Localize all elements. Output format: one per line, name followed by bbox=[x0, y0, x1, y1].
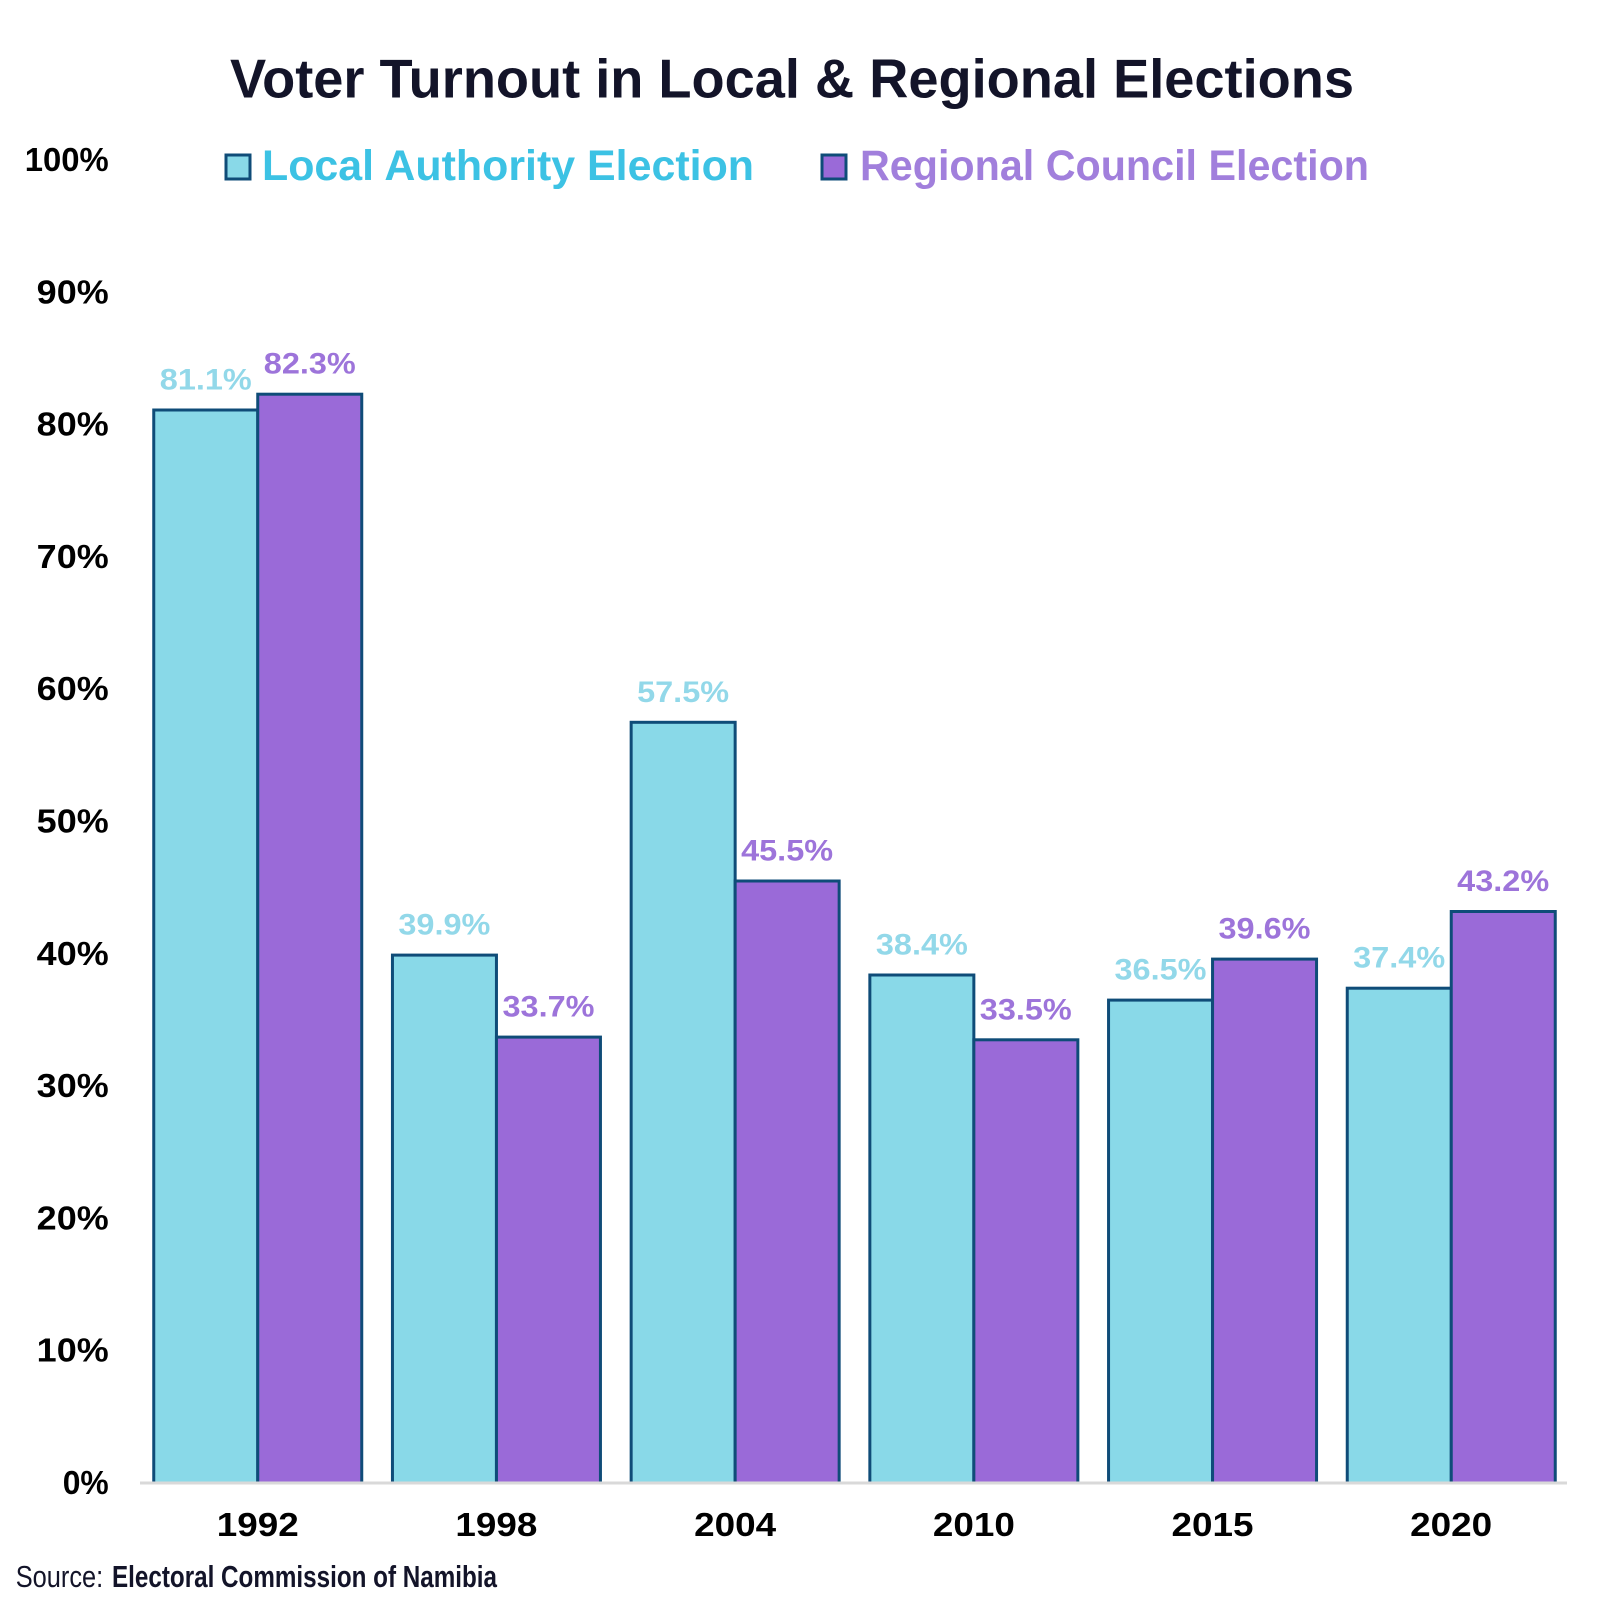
svg-text:50%: 50% bbox=[37, 803, 109, 840]
svg-text:2015: 2015 bbox=[1172, 1506, 1254, 1543]
svg-text:90%: 90% bbox=[37, 273, 109, 310]
svg-text:2020: 2020 bbox=[1410, 1506, 1492, 1543]
svg-text:Source:: Source: bbox=[16, 1559, 104, 1594]
svg-text:36.5%: 36.5% bbox=[1115, 954, 1207, 987]
svg-text:40%: 40% bbox=[37, 935, 109, 972]
svg-text:0%: 0% bbox=[63, 1464, 109, 1501]
svg-text:39.6%: 39.6% bbox=[1219, 913, 1311, 946]
svg-text:70%: 70% bbox=[37, 538, 109, 575]
svg-text:80%: 80% bbox=[37, 406, 109, 443]
svg-text:37.4%: 37.4% bbox=[1353, 942, 1445, 975]
svg-text:Voter Turnout in Local & Regio: Voter Turnout in Local & Regional Electi… bbox=[230, 48, 1354, 110]
svg-text:30%: 30% bbox=[37, 1067, 109, 1104]
svg-text:60%: 60% bbox=[37, 670, 109, 707]
svg-text:33.5%: 33.5% bbox=[980, 993, 1072, 1026]
svg-text:Local Authority Election: Local Authority Election bbox=[262, 142, 754, 190]
svg-text:43.2%: 43.2% bbox=[1457, 865, 1549, 898]
svg-text:20%: 20% bbox=[37, 1199, 109, 1236]
svg-text:38.4%: 38.4% bbox=[876, 929, 968, 962]
svg-text:10%: 10% bbox=[37, 1332, 109, 1369]
svg-text:100%: 100% bbox=[25, 141, 109, 178]
svg-text:Regional Council Election: Regional Council Election bbox=[860, 142, 1369, 190]
svg-text:45.5%: 45.5% bbox=[741, 835, 833, 868]
svg-text:39.9%: 39.9% bbox=[398, 909, 490, 942]
svg-text:2010: 2010 bbox=[933, 1506, 1015, 1543]
svg-text:1992: 1992 bbox=[217, 1506, 299, 1543]
svg-text:57.5%: 57.5% bbox=[637, 676, 729, 709]
svg-text:Electoral Commission of Namibi: Electoral Commission of Namibia bbox=[112, 1559, 498, 1594]
svg-text:1998: 1998 bbox=[455, 1506, 537, 1543]
svg-text:2004: 2004 bbox=[694, 1506, 777, 1543]
svg-text:82.3%: 82.3% bbox=[264, 348, 356, 381]
svg-text:33.7%: 33.7% bbox=[503, 991, 595, 1024]
svg-text:81.1%: 81.1% bbox=[160, 364, 252, 397]
